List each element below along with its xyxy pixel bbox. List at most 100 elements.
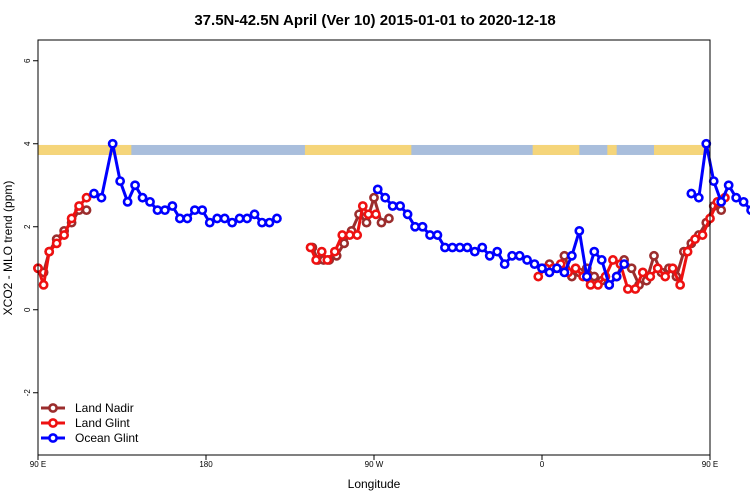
data-point bbox=[559, 250, 570, 261]
data-point bbox=[329, 246, 340, 257]
x-tick-label: 180 bbox=[199, 460, 213, 469]
data-point bbox=[686, 188, 697, 199]
data-point bbox=[667, 263, 678, 274]
data-point bbox=[257, 217, 267, 228]
data-point bbox=[425, 230, 435, 240]
data-point bbox=[697, 230, 708, 240]
x-tick-label: 0 bbox=[540, 460, 545, 469]
data-point bbox=[81, 205, 92, 216]
data-point bbox=[619, 259, 630, 269]
data-point bbox=[81, 192, 92, 203]
legend-label: Ocean Glint bbox=[75, 431, 139, 445]
data-point bbox=[44, 246, 55, 257]
data-point bbox=[167, 201, 178, 211]
data-point bbox=[361, 217, 372, 228]
data-point bbox=[529, 259, 540, 269]
data-point bbox=[234, 213, 245, 224]
x-tick-label: 90 W bbox=[365, 460, 384, 469]
data-point bbox=[608, 255, 618, 265]
series-land-glint bbox=[33, 192, 730, 294]
data-point bbox=[559, 267, 570, 278]
data-point bbox=[604, 279, 615, 290]
data-point bbox=[454, 242, 465, 253]
y-tick-label: 4 bbox=[23, 141, 32, 146]
legend-swatch-marker bbox=[48, 403, 58, 413]
data-point bbox=[626, 263, 637, 274]
data-point bbox=[395, 201, 406, 211]
data-point bbox=[387, 201, 398, 211]
data-point bbox=[402, 209, 413, 220]
y-tick-label: 0 bbox=[23, 307, 32, 312]
y-axis: -2 0 2 4 6 bbox=[23, 58, 38, 396]
data-point bbox=[197, 205, 208, 216]
data-point bbox=[137, 192, 148, 203]
data-point bbox=[311, 255, 322, 265]
data-point bbox=[477, 242, 488, 253]
data-point bbox=[716, 205, 727, 216]
data-point bbox=[339, 238, 350, 249]
data-point bbox=[74, 201, 84, 211]
data-point bbox=[376, 217, 387, 228]
land-band-segment bbox=[607, 144, 617, 155]
data-point bbox=[484, 250, 495, 261]
land-ocean-band bbox=[38, 144, 710, 155]
data-point bbox=[566, 250, 577, 261]
data-point bbox=[370, 209, 381, 220]
data-point bbox=[189, 205, 200, 216]
data-point bbox=[59, 230, 70, 240]
legend-swatch-marker bbox=[48, 418, 58, 428]
data-point bbox=[514, 250, 525, 261]
land-band-segment bbox=[38, 144, 132, 155]
data-point bbox=[585, 279, 596, 290]
data-point bbox=[637, 267, 648, 278]
data-point bbox=[746, 205, 750, 215]
data-point bbox=[145, 196, 155, 207]
data-point bbox=[152, 205, 163, 216]
data-point bbox=[593, 279, 603, 290]
data-point bbox=[701, 138, 712, 149]
data-point bbox=[305, 242, 316, 253]
legend-swatch-marker bbox=[48, 433, 58, 443]
data-point bbox=[38, 279, 49, 290]
data-point bbox=[462, 242, 473, 253]
data-point bbox=[675, 279, 686, 290]
data-point bbox=[212, 213, 223, 224]
data-point bbox=[322, 255, 333, 265]
data-point bbox=[357, 201, 368, 211]
data-point bbox=[693, 192, 704, 203]
data-point bbox=[447, 242, 458, 253]
data-point bbox=[469, 246, 480, 257]
land-band-segment bbox=[304, 144, 412, 155]
data-point bbox=[499, 259, 510, 269]
data-point bbox=[182, 213, 193, 224]
data-point bbox=[219, 213, 230, 224]
data-point bbox=[417, 221, 428, 232]
data-point bbox=[649, 250, 659, 261]
x-tick-label: 90 E bbox=[30, 460, 46, 469]
data-point bbox=[380, 192, 391, 203]
x-axis-label: Longitude bbox=[348, 477, 401, 491]
data-point bbox=[581, 271, 592, 282]
data-point bbox=[708, 176, 719, 186]
series-line bbox=[376, 188, 626, 287]
data-point bbox=[227, 217, 238, 228]
data-point bbox=[690, 234, 700, 245]
data-point bbox=[51, 238, 62, 249]
data-point bbox=[570, 263, 581, 274]
y-tick-label: 2 bbox=[23, 224, 32, 229]
data-point bbox=[372, 184, 383, 195]
data-point bbox=[552, 263, 562, 274]
data-point bbox=[652, 263, 663, 274]
data-point bbox=[630, 284, 641, 294]
data-point bbox=[574, 225, 585, 236]
data-point bbox=[384, 213, 394, 224]
x-axis: 90 E 180 90 W 0 90 E bbox=[30, 455, 718, 469]
data-point bbox=[492, 246, 503, 257]
data-point bbox=[264, 217, 275, 228]
x-tick-label: 90 E bbox=[702, 460, 718, 469]
data-point bbox=[410, 221, 420, 232]
data-point bbox=[204, 217, 215, 228]
series-layer bbox=[33, 138, 750, 294]
data-point bbox=[596, 255, 607, 265]
